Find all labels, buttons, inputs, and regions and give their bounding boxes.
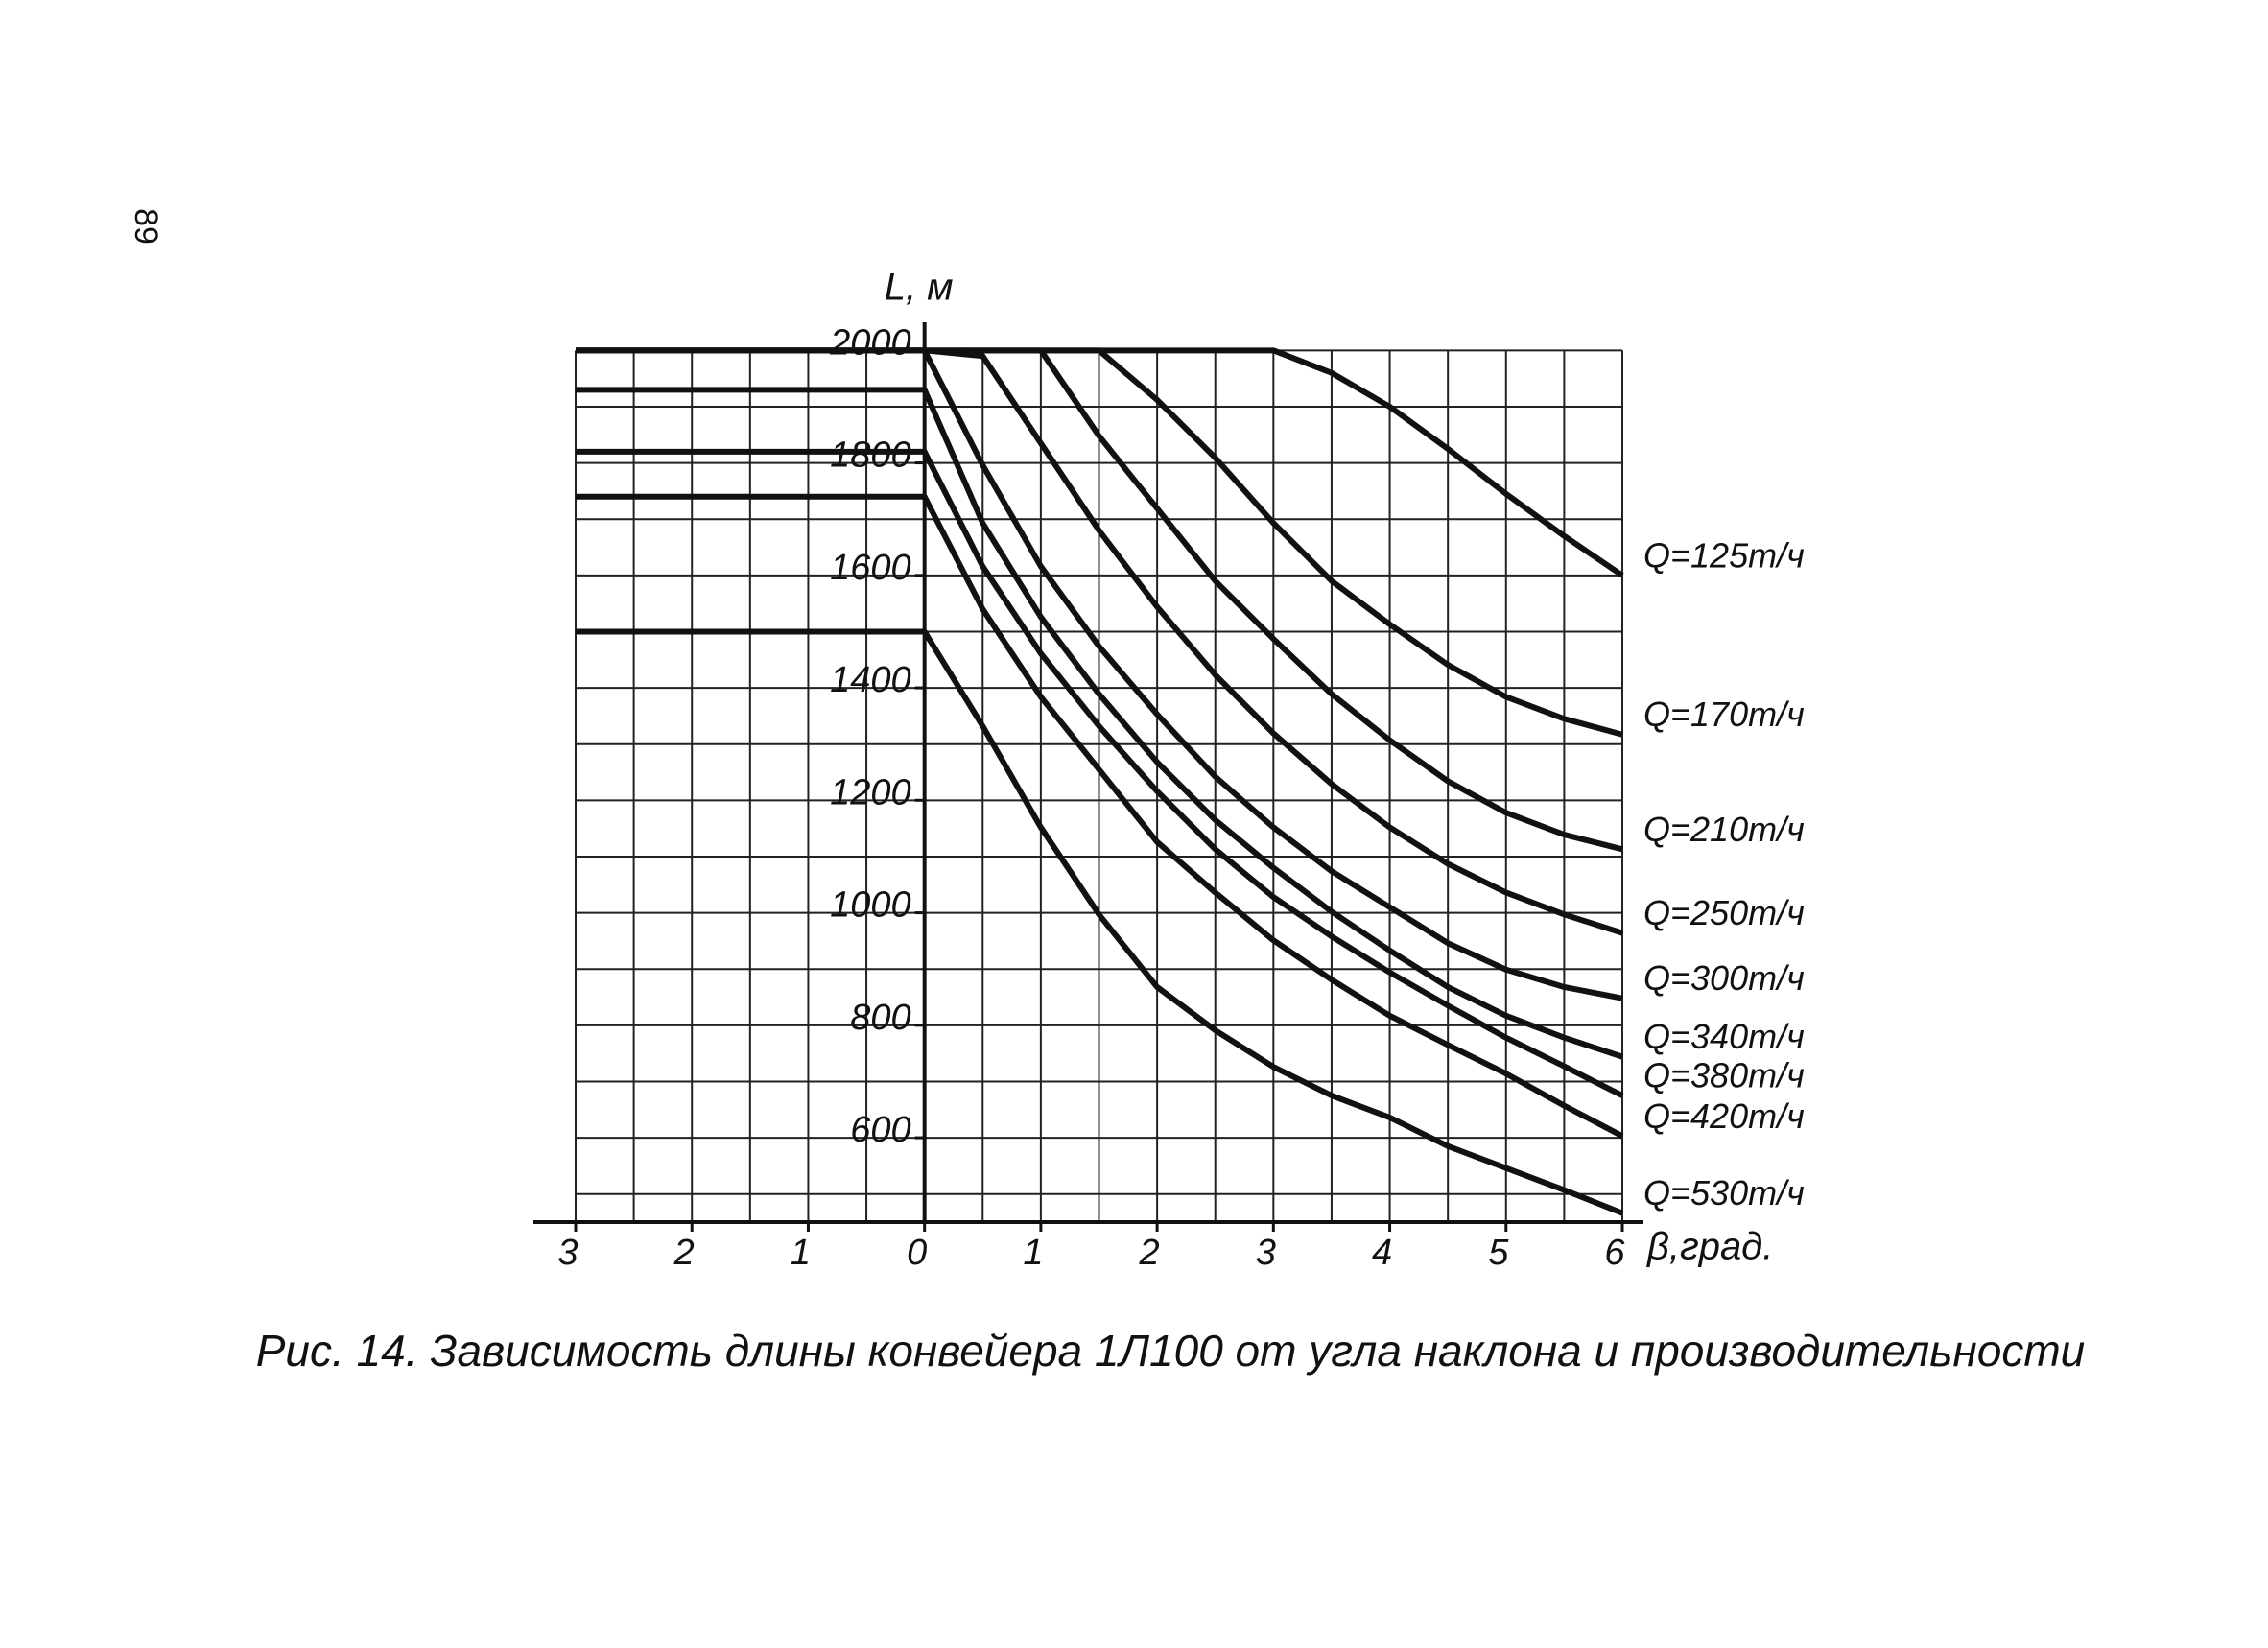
series-line [576, 347, 1623, 853]
y-tick-label: 1200 [830, 772, 911, 812]
series-line [576, 387, 1623, 1060]
series-line [576, 493, 1624, 1139]
series-label: Q=250т/ч [1643, 893, 1805, 932]
y-tick-label: 1400 [830, 660, 911, 700]
x-tick-label: 6 [1604, 1233, 1625, 1273]
series-label: Q=340т/ч [1643, 1017, 1805, 1056]
x-tick-label: 4 [1372, 1233, 1392, 1273]
series-label: Q=125т/ч [1643, 535, 1805, 575]
chart-title: Рис. 14. Зависимость длины конвейера 1Л1… [256, 1326, 2085, 1376]
y-tick-label: 2000 [829, 322, 911, 363]
series-line [576, 448, 1624, 1098]
series-label: Q=420т/ч [1643, 1096, 1805, 1136]
x-tick-label: 3 [557, 1233, 578, 1273]
x-tick-label: 0 [907, 1233, 927, 1273]
x-tick-label: 1 [791, 1233, 811, 1273]
x-tick-label: 3 [1256, 1233, 1276, 1273]
series-label: Q=530т/ч [1643, 1173, 1805, 1212]
x-axis-label: β,град. [1646, 1226, 1773, 1268]
y-tick-label: 800 [850, 998, 910, 1038]
x-tick-label: 2 [673, 1233, 695, 1273]
series-label: Q=300т/ч [1643, 958, 1805, 998]
series-line [576, 347, 1623, 1001]
y-tick-label: 1600 [830, 548, 911, 588]
page-number: 89 [128, 208, 164, 245]
x-tick-label: 1 [1023, 1233, 1043, 1273]
series-line [576, 628, 1624, 1216]
y-tick-label: 1800 [830, 436, 911, 476]
series-line [576, 347, 1623, 936]
y-axis-label: L, м [885, 267, 954, 309]
x-tick-label: 2 [1139, 1233, 1160, 1273]
series-label: Q=380т/ч [1643, 1056, 1805, 1095]
series-label: Q=210т/ч [1643, 810, 1805, 849]
y-tick-label: 600 [850, 1110, 910, 1150]
series-label: Q=170т/ч [1643, 695, 1805, 734]
y-tick-label: 1000 [830, 885, 911, 926]
x-tick-label: 5 [1488, 1233, 1509, 1273]
